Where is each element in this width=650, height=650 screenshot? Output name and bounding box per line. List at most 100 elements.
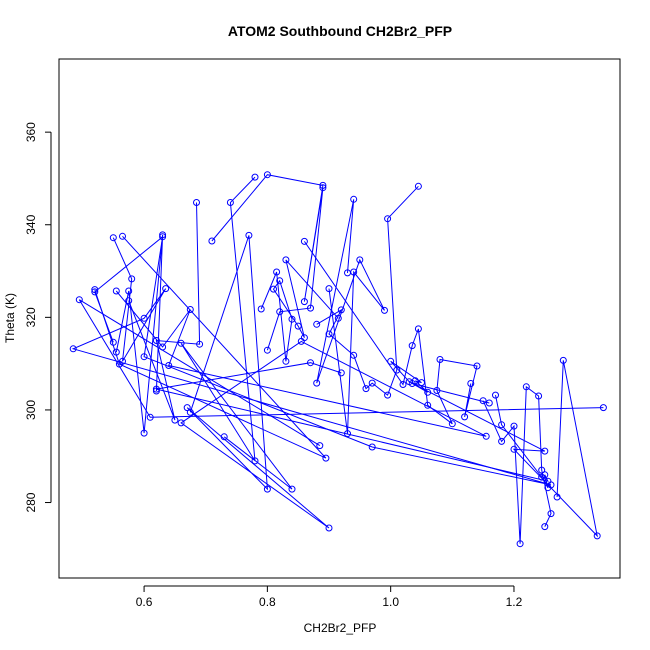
data-point: [193, 199, 200, 206]
data-point: [276, 277, 284, 285]
data-point: [119, 232, 126, 240]
data-point: [522, 383, 530, 391]
data-point: [350, 351, 358, 359]
data-point: [91, 288, 99, 296]
data-point: [384, 215, 392, 223]
data-point: [69, 345, 77, 353]
data-point: [282, 357, 290, 365]
data-point: [498, 437, 506, 445]
data-point: [91, 286, 99, 294]
data-point: [325, 330, 333, 338]
series-line: [316, 199, 385, 434]
data-point: [510, 422, 518, 430]
data-point: [177, 419, 185, 427]
data-point: [498, 421, 506, 429]
series-line: [71, 235, 552, 486]
y-tick-label: 320: [24, 307, 38, 327]
data-point: [140, 429, 148, 437]
series-line: [115, 234, 164, 434]
data-point: [300, 237, 308, 245]
data-point: [356, 256, 364, 264]
data-point: [325, 285, 333, 293]
data-point: [337, 306, 345, 314]
data-point: [152, 385, 160, 393]
data-point: [319, 181, 327, 189]
data-point: [334, 314, 342, 322]
data-point: [115, 360, 123, 368]
x-axis-label: CH2Br2_PFP: [304, 621, 377, 635]
data-point: [325, 524, 333, 532]
plot-frame: [58, 58, 621, 579]
data-point: [414, 182, 422, 190]
series-line: [211, 174, 324, 351]
data-point: [414, 325, 422, 333]
y-tick-label: 300: [24, 400, 38, 420]
data-point: [300, 334, 308, 342]
data-point: [368, 379, 376, 387]
data-point: [75, 296, 83, 304]
series-line: [128, 202, 201, 421]
series-points: [69, 171, 607, 548]
y-tick-label: 360: [24, 122, 38, 142]
data-point: [424, 401, 432, 409]
data-point: [276, 308, 284, 316]
data-point: [140, 314, 148, 322]
data-point: [319, 184, 327, 192]
data-point: [313, 379, 321, 387]
series-line: [156, 362, 549, 488]
data-point: [461, 413, 469, 421]
data-point: [109, 234, 117, 242]
x-axis: 0.6 0.8 1.0 1.2: [136, 585, 523, 609]
data-point: [263, 485, 271, 493]
series-line: [180, 176, 293, 490]
data-point: [350, 195, 358, 203]
series-lines: [71, 174, 604, 544]
data-point: [313, 320, 321, 328]
data-point: [125, 287, 133, 295]
data-point: [535, 392, 543, 400]
data-point: [294, 322, 302, 330]
data-point: [599, 404, 607, 412]
data-point: [263, 346, 271, 354]
data-point: [251, 457, 259, 465]
data-point: [433, 387, 441, 394]
data-point: [547, 510, 555, 518]
data-point: [448, 420, 456, 428]
data-point: [186, 408, 194, 416]
data-point: [146, 413, 154, 421]
x-tick-label: 0.8: [259, 595, 276, 609]
data-point: [316, 442, 324, 450]
data-point: [245, 231, 253, 239]
data-point: [510, 445, 518, 453]
series-line: [303, 241, 478, 425]
data-point: [177, 339, 185, 347]
data-point: [393, 366, 401, 374]
data-point: [541, 523, 549, 531]
data-point: [387, 357, 395, 365]
data-point: [337, 369, 345, 377]
data-point: [152, 337, 160, 344]
data-point: [183, 404, 191, 412]
data-point: [171, 416, 179, 424]
y-axis-label: Theta (K): [3, 293, 17, 343]
data-point: [408, 380, 416, 387]
data-point: [593, 532, 601, 540]
data-point: [125, 297, 133, 305]
x-tick-label: 0.6: [136, 595, 153, 609]
data-point: [516, 540, 524, 548]
data-point: [350, 268, 358, 276]
x-tick-label: 1.2: [506, 595, 523, 609]
data-point: [467, 380, 475, 387]
series-line: [482, 385, 552, 544]
data-point: [288, 485, 296, 493]
data-point: [128, 275, 136, 283]
data-point: [162, 285, 170, 293]
data-point: [368, 443, 376, 451]
series-line: [115, 235, 487, 529]
data-point: [307, 359, 314, 367]
data-point: [492, 391, 499, 399]
data-point: [270, 285, 277, 293]
data-point: [482, 432, 490, 440]
x-tick-label: 1.0: [382, 595, 399, 609]
data-point: [538, 466, 546, 474]
